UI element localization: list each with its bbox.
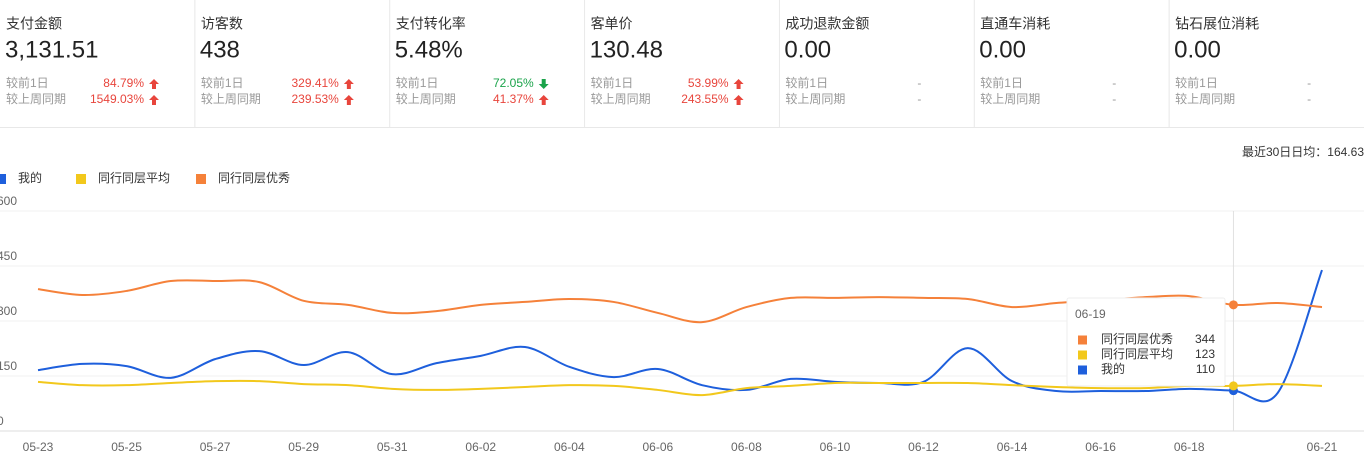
compare-value: 84.79% [103, 76, 144, 90]
x-tick-label: 05-23 [23, 440, 54, 454]
tooltip-value: 123 [1195, 347, 1215, 361]
compare-label: 较前1日 [591, 75, 634, 90]
compare-value: - [1112, 76, 1116, 90]
compare-value: - [917, 92, 921, 106]
compare-label: 较上周同期 [980, 91, 1040, 106]
compare-value: - [1112, 92, 1116, 106]
tooltip [1066, 297, 1226, 387]
x-tick-label: 05-31 [377, 440, 408, 454]
tooltip-value: 344 [1195, 332, 1215, 346]
tooltip-swatch [1078, 335, 1087, 345]
card-title: 支付转化率 [396, 16, 466, 32]
x-tick-label: 06-02 [465, 440, 496, 454]
x-tick-label: 06-18 [1174, 440, 1205, 454]
trend-arrow [538, 79, 549, 89]
legend-swatch [0, 174, 6, 184]
tooltip-title: 06-19 [1075, 307, 1106, 321]
compare-label: 较上周同期 [1175, 91, 1235, 106]
trend-arrow [343, 79, 354, 89]
tooltip-value: 110 [1196, 362, 1215, 376]
compare-label: 较前1日 [980, 75, 1023, 90]
hover-dot [1228, 381, 1238, 391]
compare-value: 1549.03% [90, 92, 144, 106]
series-line [37, 269, 1323, 403]
x-tick-label: 06-10 [820, 440, 851, 454]
card-value: 0.00 [979, 36, 1026, 63]
x-tick-label: 06-14 [997, 440, 1028, 454]
legend-label: 同行同层优秀 [218, 171, 290, 185]
compare-value: 53.99% [688, 76, 729, 90]
hover-dot [1228, 300, 1238, 310]
compare-label: 较上周同期 [591, 91, 651, 106]
compare-value: - [1307, 92, 1311, 106]
y-tick-label: 600 [0, 194, 17, 208]
compare-value: 243.55% [681, 92, 729, 106]
y-tick-label: 450 [0, 249, 17, 263]
x-tick-label: 06-04 [554, 440, 585, 454]
tooltip-name: 同行同层平均 [1101, 347, 1173, 361]
x-tick-label: 06-12 [908, 440, 939, 454]
average-label: 最近30日日均：164.63 [1242, 145, 1364, 159]
x-tick-label: 06-21 [1307, 440, 1338, 454]
tooltip-swatch [1078, 350, 1087, 360]
card-title: 访客数 [201, 16, 243, 32]
compare-label: 较前1日 [201, 75, 244, 90]
tooltip-name: 同行同层优秀 [1101, 332, 1173, 346]
tooltip-swatch [1078, 365, 1087, 375]
trend-arrow [733, 95, 744, 105]
trend-arrow [149, 79, 159, 89]
y-tick-label: 0 [0, 414, 4, 428]
card-title: 直通车消耗 [980, 16, 1050, 32]
legend-swatch [196, 174, 206, 184]
compare-value: - [917, 76, 921, 90]
trend-arrow [149, 95, 159, 105]
card-value: 438 [200, 36, 240, 63]
card-value: 130.48 [590, 36, 663, 63]
card-value: 0.00 [1174, 36, 1221, 63]
x-tick-label: 06-16 [1085, 440, 1116, 454]
compare-value: 72.05% [493, 76, 534, 90]
y-tick-label: 300 [0, 304, 17, 318]
trend-arrow [733, 79, 744, 89]
legend-swatch [76, 174, 86, 184]
series-line [37, 379, 1323, 397]
compare-label: 较上周同期 [785, 91, 845, 106]
compare-label: 较上周同期 [396, 91, 456, 106]
card-title: 支付金额 [6, 16, 62, 32]
x-tick-label: 05-29 [288, 440, 319, 454]
x-tick-label: 06-06 [643, 440, 674, 454]
compare-value: 329.41% [291, 76, 339, 90]
card-value: 3,131.51 [5, 36, 98, 63]
x-tick-label: 05-25 [111, 440, 142, 454]
trend-arrow [538, 95, 549, 105]
compare-value: 239.53% [291, 92, 339, 106]
compare-value: 41.37% [493, 92, 534, 106]
compare-label: 较前1日 [6, 75, 49, 90]
compare-value: - [1307, 76, 1311, 90]
x-tick-label: 06-08 [731, 440, 762, 454]
compare-label: 较前1日 [785, 75, 828, 90]
compare-label: 较上周同期 [201, 91, 261, 106]
compare-label: 较前1日 [1175, 75, 1218, 90]
legend-label: 我的 [18, 170, 42, 185]
card-title: 钻石展位消耗 [1175, 16, 1259, 32]
compare-label: 较上周同期 [6, 91, 66, 106]
card-value: 5.48% [395, 36, 463, 63]
compare-label: 较前1日 [396, 75, 439, 90]
trend-arrow [343, 95, 354, 105]
card-value: 0.00 [784, 36, 831, 63]
card-title: 客单价 [591, 16, 633, 32]
card-title: 成功退款金额 [785, 16, 869, 32]
legend-label: 同行同层平均 [98, 171, 170, 185]
tooltip-name: 我的 [1101, 361, 1125, 376]
y-tick-label: 150 [0, 359, 17, 373]
x-tick-label: 05-27 [200, 440, 231, 454]
